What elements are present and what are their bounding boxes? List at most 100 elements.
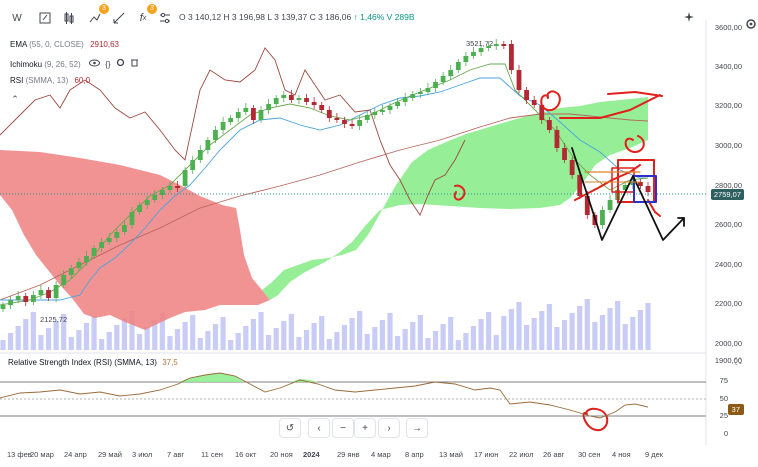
indicators-badge: 3 xyxy=(99,4,109,14)
volume-bar xyxy=(561,320,568,350)
volume-bar xyxy=(106,332,112,350)
price-tick-label: 2400,00 xyxy=(714,260,742,269)
drawing-icon[interactable] xyxy=(108,8,130,28)
maximize-pane-icon[interactable]: ⛶ xyxy=(735,356,742,366)
date-tick-label: 3 июл xyxy=(132,450,153,459)
volume-bar xyxy=(599,315,606,350)
volume-bar xyxy=(23,319,29,350)
rsi-tick-label: 50 xyxy=(719,394,728,403)
candle-body xyxy=(319,105,325,110)
volume-bar xyxy=(334,332,340,350)
candle-body xyxy=(213,130,218,140)
candle-body xyxy=(402,98,408,102)
scroll-to-end-button[interactable]: → xyxy=(406,418,428,438)
rsi-tick-label: 75 xyxy=(719,376,728,385)
price-tick-label: 2600,00 xyxy=(714,220,742,229)
candle-body xyxy=(334,118,340,120)
chikou-line xyxy=(0,47,466,216)
volume-bar xyxy=(402,329,408,350)
rsi-tick-label: 0 xyxy=(723,429,728,438)
candle-body xyxy=(531,100,537,105)
candle-body xyxy=(30,295,36,302)
price-tick-label: 1900,00 xyxy=(714,356,742,365)
candles-icon[interactable] xyxy=(58,8,80,28)
candle-body xyxy=(144,200,150,205)
date-tick-label: 30 сен xyxy=(578,450,601,459)
indicators-icon[interactable]: 3 xyxy=(84,4,109,28)
volume-bar xyxy=(372,327,378,350)
rsi-params: (SMMA, 13) xyxy=(25,76,69,85)
date-tick-label: 11 сен xyxy=(201,450,223,459)
volume-bar xyxy=(99,339,105,350)
volume-bar xyxy=(432,331,439,350)
volume-bar xyxy=(0,340,6,350)
collapse-legend-icon[interactable]: ⌃ xyxy=(11,94,19,104)
ema-name: EMA xyxy=(10,40,27,49)
date-tick-label: 29 янв xyxy=(337,450,360,459)
date-tick-label: 24 апр xyxy=(64,450,87,459)
volume-bar xyxy=(68,337,74,350)
rsi-pane xyxy=(0,372,706,419)
scroll-right-button[interactable]: › xyxy=(378,418,400,438)
volume-bar xyxy=(129,311,135,350)
volume-bar xyxy=(38,335,44,350)
candle-body xyxy=(53,285,59,298)
volume-bar xyxy=(15,326,21,350)
settings-icon[interactable] xyxy=(116,58,127,69)
volume-bar xyxy=(486,312,492,350)
candle-body xyxy=(387,106,393,110)
candle-body xyxy=(114,232,120,238)
price-tick-label: 3000,00 xyxy=(714,141,742,150)
magic-icon[interactable] xyxy=(678,8,700,28)
candle-body xyxy=(152,195,158,200)
eye-icon[interactable] xyxy=(88,59,102,69)
price-tick-label: 3600,00 xyxy=(714,23,742,32)
code-icon[interactable]: {} xyxy=(105,60,111,69)
candle-body xyxy=(524,90,529,100)
volume-bar xyxy=(190,315,196,350)
date-tick-label: 22 июл xyxy=(509,450,534,459)
volume-bar xyxy=(592,322,598,350)
reset-view-button[interactable]: ↺ xyxy=(279,418,301,438)
volume-bar xyxy=(258,312,264,350)
candle-body xyxy=(455,62,461,70)
symbol-button[interactable]: W xyxy=(12,12,22,24)
legend-ichimoku[interactable]: Ichimoku (9, 26, 52) {} xyxy=(10,58,139,69)
zoom-in-button[interactable]: + xyxy=(354,418,376,438)
legend-ema[interactable]: EMA (55, 0, CLOSE) 2910,63 xyxy=(10,40,119,49)
zoom-out-button[interactable]: − xyxy=(332,418,354,438)
candle-body xyxy=(326,110,332,118)
date-tick-label: 26 авг xyxy=(543,450,565,459)
trash-icon[interactable] xyxy=(130,59,139,69)
volume-bar xyxy=(220,317,226,350)
candle-body xyxy=(258,110,264,120)
volume-bar xyxy=(410,322,416,350)
candle-body xyxy=(638,182,643,186)
volume-bar xyxy=(197,338,203,350)
volume-bar xyxy=(174,329,181,350)
candle-body xyxy=(486,46,492,48)
settings-sliders-icon[interactable] xyxy=(154,8,176,28)
price-tick-label: 2200,00 xyxy=(714,299,742,308)
candle-body xyxy=(15,296,21,300)
rsi-name: RSI xyxy=(10,76,24,85)
volume-bar xyxy=(7,333,14,350)
scroll-left-button[interactable]: ‹ xyxy=(308,418,330,438)
ema-line xyxy=(0,113,649,301)
edit-icon[interactable] xyxy=(34,8,56,28)
gear-icon[interactable] xyxy=(744,14,758,34)
volume-bar xyxy=(228,340,234,350)
candle-body xyxy=(288,95,294,100)
volume-bar xyxy=(205,331,211,350)
candle-body xyxy=(68,268,74,275)
legend-rsi[interactable]: RSI (SMMA, 13) 60,0 xyxy=(10,76,90,85)
candle-body xyxy=(91,248,97,256)
volume-bar xyxy=(144,327,150,350)
rsi-value: 60,0 xyxy=(74,76,91,85)
volume-bar xyxy=(539,311,545,350)
volume-bar xyxy=(501,316,507,350)
candle-body xyxy=(607,200,613,210)
volume-bar xyxy=(448,317,454,350)
